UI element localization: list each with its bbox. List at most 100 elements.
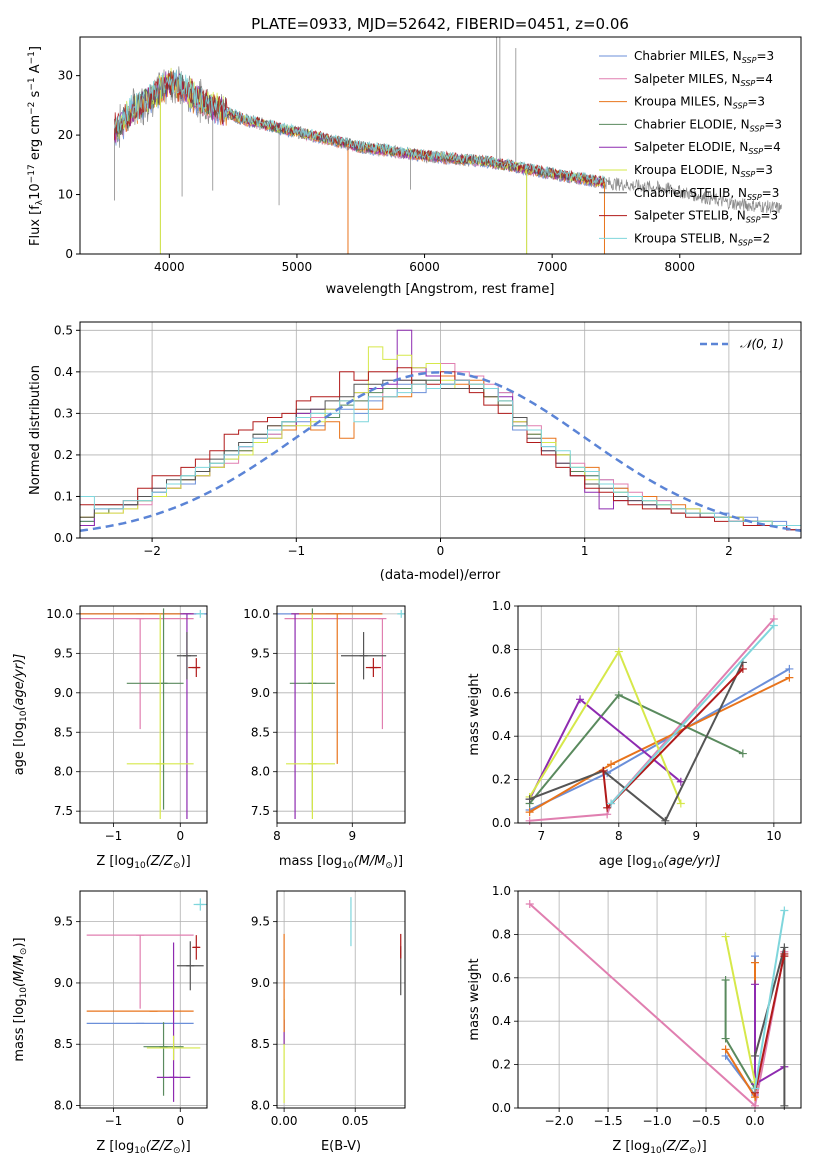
weight-marker	[721, 975, 730, 984]
x-axis-label: age [log10(age/yr)]	[599, 854, 721, 871]
legend-tail: =3	[762, 186, 780, 200]
x-axis-label: Z [log10(Z/Z⊙)]	[612, 1139, 706, 1156]
x-tick-label: 8	[615, 829, 623, 843]
error-bars	[277, 608, 405, 820]
y-tick-label: 8.5	[54, 1037, 73, 1051]
legend-text: Salpeter MILES, N	[634, 72, 741, 86]
x-tick-label: 8	[273, 829, 281, 843]
label-part: 10	[342, 861, 354, 871]
weight-marker	[721, 932, 730, 941]
legend-tail: =3	[756, 49, 774, 63]
legend-tail: =2	[753, 231, 771, 245]
x-axis-label: E(B-V)	[321, 1139, 361, 1154]
spectrum-axes-frame	[79, 36, 802, 255]
legend-text: Kroupa MILES, N	[634, 95, 733, 109]
y-tick-label: 9.5	[54, 646, 73, 660]
x-tick-label: 0	[176, 1114, 184, 1128]
y-tick-label: 9.5	[54, 915, 73, 929]
y-tick-label: 8.5	[251, 1037, 270, 1051]
weight-marker	[603, 803, 612, 812]
y-tick-label: 0.4	[54, 365, 73, 379]
y-tick-label: 9.0	[251, 976, 270, 990]
axes-frame	[79, 890, 208, 1109]
weight-marker	[750, 980, 759, 989]
weight-line	[610, 624, 775, 805]
histogram-y-axis-label: Normed distribution	[28, 365, 43, 495]
y-tick-label: 1.0	[492, 599, 511, 613]
gridlines	[80, 891, 207, 1108]
x-tick-label: 9	[693, 829, 701, 843]
weight-marker	[525, 816, 534, 825]
histogram-x-axis-label: (data-model)/error	[380, 568, 501, 583]
spectrum-title: PLATE=0933, MJD=52642, FIBERID=0451, z=0…	[251, 15, 629, 33]
x-tick-label: 0.00	[271, 1114, 298, 1128]
gridlines	[80, 606, 207, 823]
y-tick-label: 10.0	[46, 607, 73, 621]
y-tick-label: 0.6	[492, 686, 511, 700]
spectrum-lines	[114, 37, 782, 254]
legend-label: Chabrier STELIB, NSSP=3	[634, 186, 779, 202]
weight-line	[529, 661, 744, 823]
legend-label: Kroupa MILES, NSSP=3	[634, 95, 765, 111]
weight-lines	[525, 615, 794, 825]
x-tick-label: −2	[143, 544, 161, 558]
label-part: ⊙	[385, 861, 393, 871]
legend-sub: SSP	[747, 193, 762, 202]
y-tick-label: 9.0	[251, 686, 270, 700]
legend-label: Kroupa STELIB, NSSP=2	[634, 231, 770, 247]
legend-tail: =3	[747, 95, 765, 109]
label-part: 10	[652, 861, 664, 871]
histogram-series	[80, 329, 801, 538]
y-tick-label: 7.5	[54, 804, 73, 818]
label-part: )]	[181, 854, 191, 869]
y-tick-label: 10.0	[243, 607, 270, 621]
y-tick-label: 0.2	[54, 448, 73, 462]
residual-histogram-panel: −2 −1 0 1 2 0.0 0.1 0.2 0.3 0.4 0.5 (data-model)/e…	[28, 321, 802, 583]
z-weight-panel: −2.0 −1.5 −1.0 −0.5 0.0 0.0 0.2 0.4 0.6 0.8 1.0 Z […	[467, 884, 802, 1156]
label-part: ⊙	[173, 861, 181, 871]
histogram-legend: 𝒩(0, 1)	[700, 337, 784, 351]
legend-sub: SSP	[741, 79, 756, 88]
label-part: Z [log	[612, 1139, 650, 1154]
legend-text: Salpeter ELODIE, N	[634, 140, 748, 154]
legend-text: Chabrier STELIB, N	[634, 186, 747, 200]
legend-text: Chabrier ELODIE, N	[634, 117, 750, 131]
axes-frame	[276, 890, 406, 1109]
weight-marker	[721, 1034, 730, 1043]
weight-marker	[676, 799, 685, 808]
label-part: 10	[19, 710, 29, 722]
x-axis-label: Z [log10(Z/Z⊙)]	[96, 1139, 190, 1156]
x-tick-label: 0.05	[342, 1114, 369, 1128]
z-age-panel: −1 07.58.08.59.09.510.0Z [log10(Z/Z⊙)]age…	[12, 605, 208, 871]
legend-label: Chabrier ELODIE, NSSP=3	[634, 117, 782, 133]
x-tick-label: 8000	[664, 260, 695, 274]
label-part: mass [log	[279, 854, 342, 869]
y-tick-label: 9.5	[251, 915, 270, 929]
weight-marker	[607, 760, 616, 769]
x-tick-label: 0	[176, 829, 184, 843]
y-tick-label: 20	[58, 128, 73, 142]
error-bars	[283, 897, 402, 1104]
model-spectrum	[114, 69, 606, 184]
x-axis-label: Z [log10(Z/Z⊙)]	[96, 854, 190, 871]
legend-sub: SSP	[738, 238, 753, 247]
x-tick-label: −1.0	[642, 1114, 671, 1128]
label-part: )]	[181, 1139, 191, 1154]
weight-marker	[780, 906, 789, 915]
x-tick-label: 4000	[154, 260, 185, 274]
weight-line	[724, 936, 756, 1089]
label-part: )]	[12, 937, 27, 947]
y-tick-label: 30	[58, 69, 73, 83]
histogram-gridlines	[80, 322, 801, 539]
x-tick-label: −1	[287, 544, 305, 558]
y-axis-label: mass weight	[467, 958, 482, 1040]
label-part: (age/yr)]	[12, 654, 27, 711]
legend-sub: SSP	[733, 102, 748, 111]
legend-text: Chabrier MILES, N	[634, 49, 742, 63]
axes-frame	[517, 605, 802, 824]
x-axis-label: mass [log10(M/M⊙)]	[279, 854, 403, 871]
ebv-mass-panel: 0.00 0.05 8.0 8.5 9.0 9.5 E(B-V)	[251, 890, 406, 1154]
label-part: (Z/Z	[146, 854, 174, 869]
spectrum-series	[114, 37, 782, 254]
